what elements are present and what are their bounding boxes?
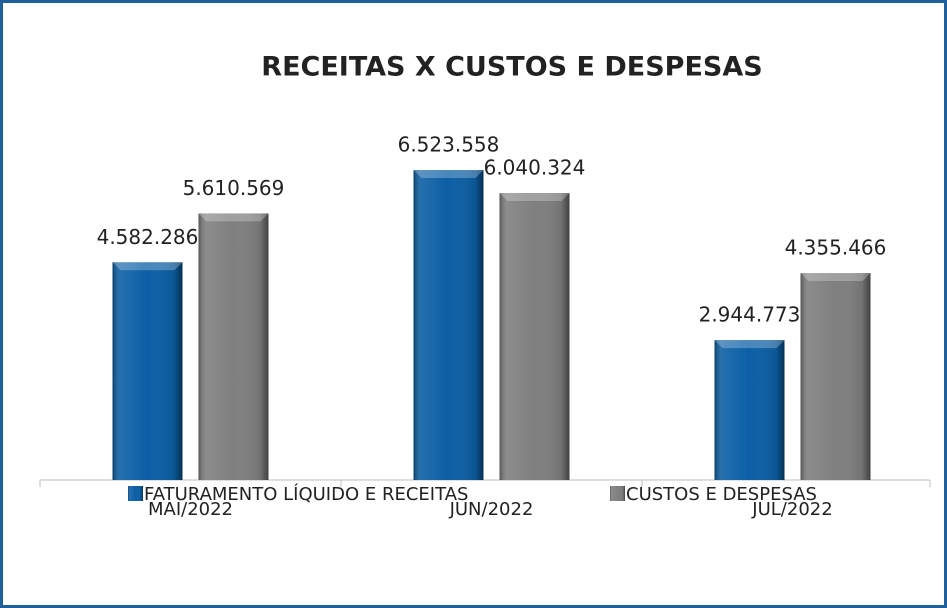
- bar-bevel: [112, 262, 183, 271]
- x-tick-label: JUN/2022: [449, 499, 534, 520]
- legend-label: FATURAMENTO LÍQUIDO E RECEITAS: [144, 483, 468, 505]
- legend-label: CUSTOS E DESPESAS: [626, 484, 817, 505]
- x-tick-label: MAI/2022: [148, 499, 233, 520]
- legend-swatch-shade: [610, 486, 625, 501]
- bar-bevel: [714, 340, 785, 349]
- data-label: 4.355.466: [785, 236, 887, 260]
- bar-shade: [413, 170, 484, 481]
- bar-bevel: [800, 273, 871, 282]
- bar-bevel: [413, 170, 484, 179]
- legend-swatch-shade: [128, 486, 143, 501]
- bar-shade: [499, 192, 570, 480]
- bar-shade: [112, 262, 183, 480]
- bar-shade: [198, 213, 269, 480]
- bar-bevel: [198, 213, 269, 222]
- data-label: 2.944.773: [699, 303, 801, 327]
- bar-bevel: [499, 192, 570, 201]
- data-label: 6.040.324: [484, 155, 586, 179]
- chart-title: RECEITAS X CUSTOS E DESPESAS: [261, 52, 762, 83]
- data-label: 6.523.558: [398, 133, 500, 157]
- bar-shade: [714, 340, 785, 480]
- data-label: 4.582.286: [97, 225, 199, 249]
- bar-shade: [800, 273, 871, 480]
- x-tick-label: JUL/2022: [751, 499, 832, 520]
- data-label: 5.610.569: [183, 176, 285, 200]
